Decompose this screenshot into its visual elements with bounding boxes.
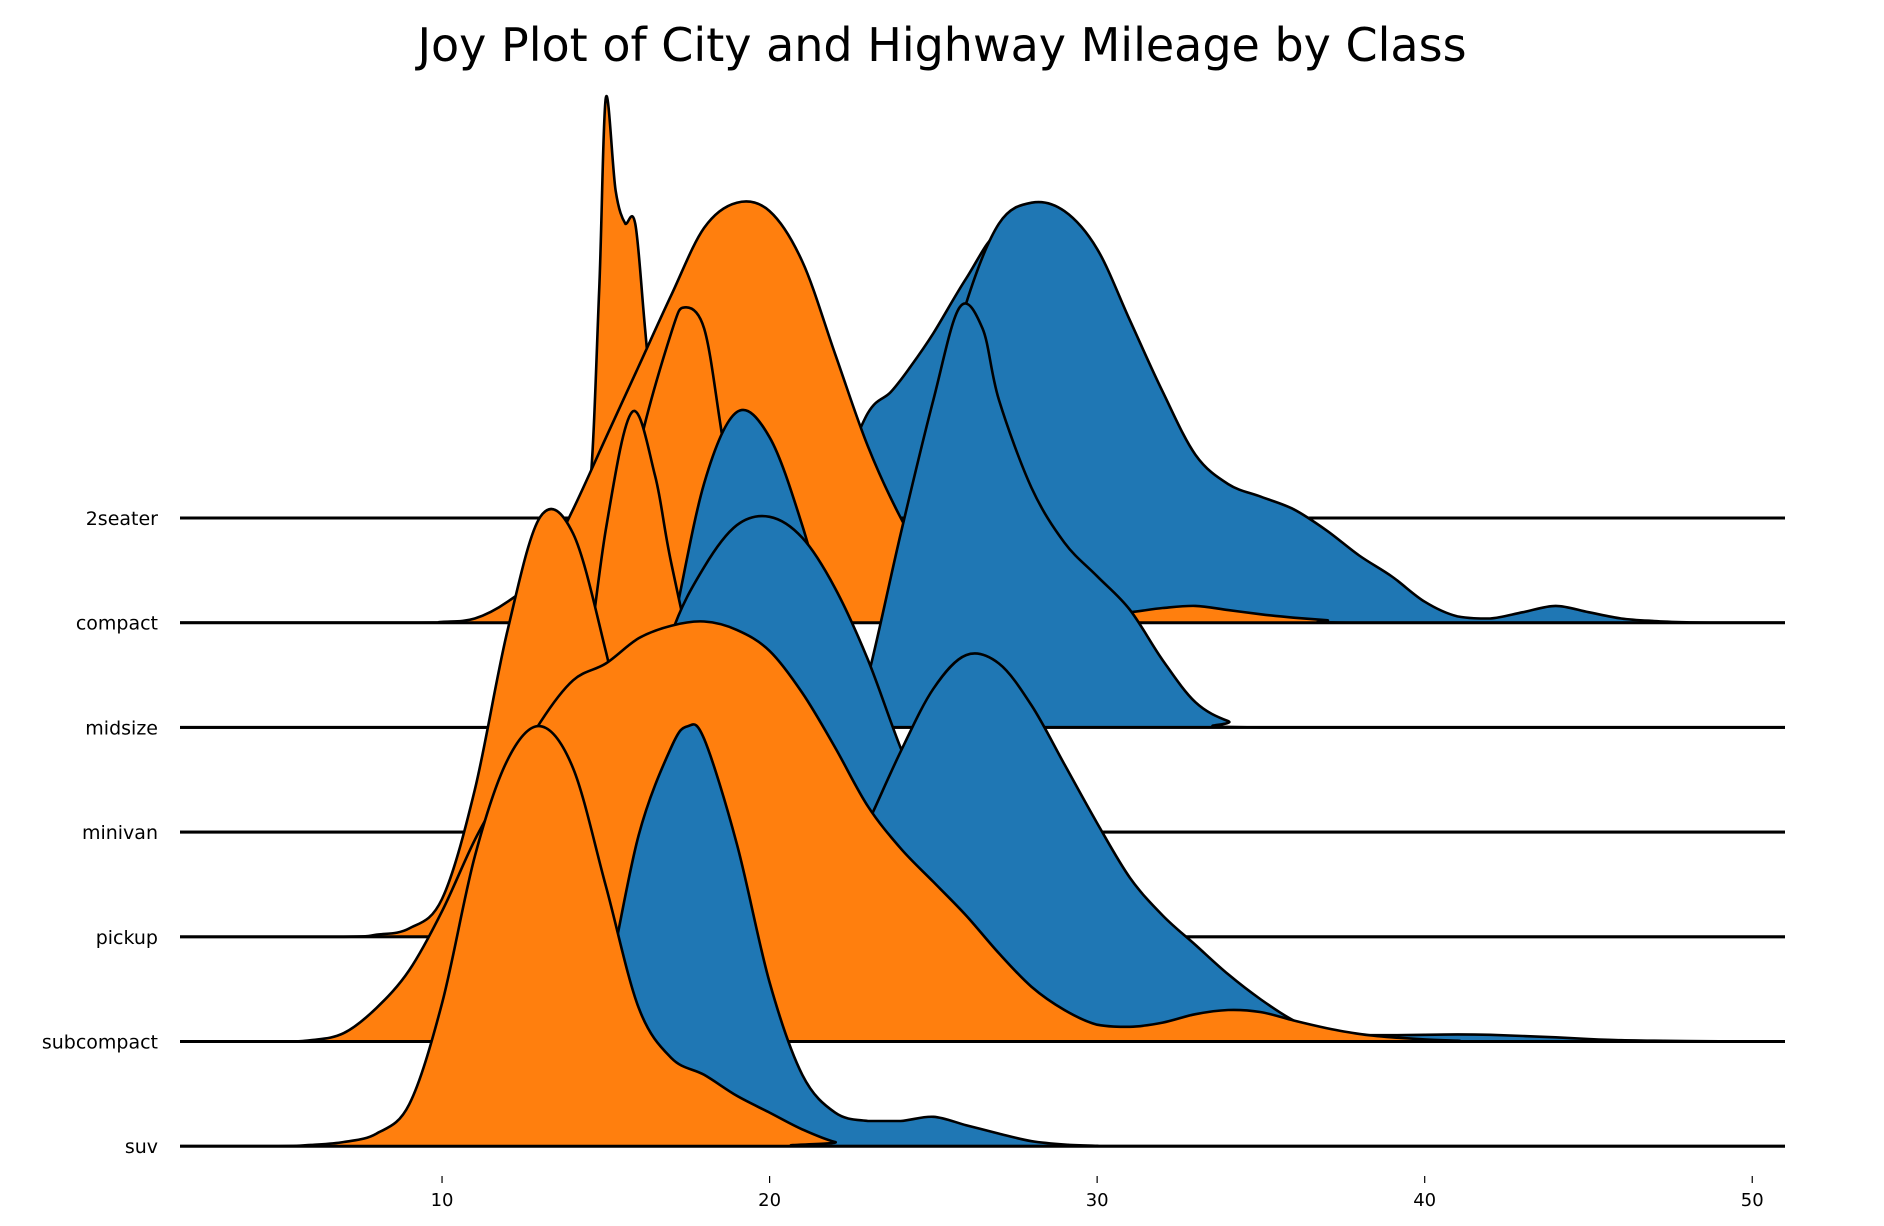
x-tick-label-20: 20 <box>758 1190 781 1211</box>
subcompact-hwy-area <box>180 653 1785 1042</box>
chart-title: Joy Plot of City and Highway Mileage by … <box>417 18 1467 72</box>
x-tick-label-30: 30 <box>1086 1190 1109 1211</box>
category-label-pickup: pickup <box>96 927 158 949</box>
x-tick-label-10: 10 <box>431 1190 454 1211</box>
category-label-midsize: midsize <box>85 717 158 739</box>
ridges <box>180 94 1786 1148</box>
x-tick-label-40: 40 <box>1413 1190 1436 1211</box>
category-label-subcompact: subcompact <box>42 1032 158 1054</box>
suv-cty-area <box>180 726 1785 1147</box>
subcompact-cty-outline <box>180 620 1785 1043</box>
category-labels: 2seater compact midsize minivan pickup subcom… <box>42 508 158 1158</box>
x-axis: 10 20 30 40 50 <box>431 1176 1764 1211</box>
compact-cty-area <box>180 201 1785 623</box>
category-label-minivan: minivan <box>82 822 158 844</box>
ridge-suv <box>180 723 1785 1148</box>
category-label-compact: compact <box>76 613 158 635</box>
category-label-suv: suv <box>125 1136 158 1158</box>
midsize-hwy-area <box>180 303 1785 728</box>
category-label-2seater: 2seater <box>86 508 158 530</box>
x-tick-label-50: 50 <box>1741 1190 1764 1211</box>
